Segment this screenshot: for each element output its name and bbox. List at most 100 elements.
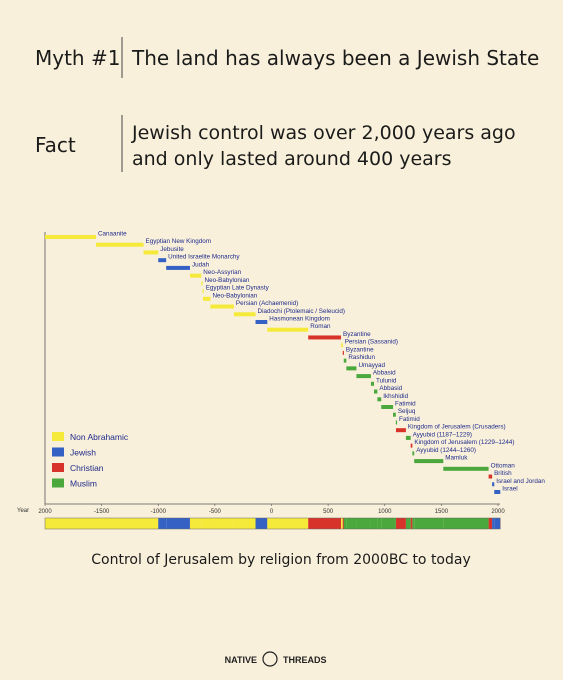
x-tick-label: -500 xyxy=(209,509,222,515)
period-label: Persian (Sassanid) xyxy=(345,339,398,346)
period-label: Roman xyxy=(310,323,331,330)
legend-label: Jewish xyxy=(70,448,96,458)
period-label: United Israelite Monarchy xyxy=(168,254,240,261)
x-tick-label: 1500 xyxy=(435,509,449,515)
period-bar xyxy=(377,397,382,402)
period-label: Jebusite xyxy=(160,246,184,253)
strip-segment xyxy=(342,518,344,529)
period-bar xyxy=(341,343,343,348)
period-label: Abbasid xyxy=(379,385,402,392)
x-axis-label: Year xyxy=(17,508,29,514)
period-bar xyxy=(414,459,444,464)
legend-swatch xyxy=(52,463,64,472)
period-bar xyxy=(405,435,411,440)
period-bar xyxy=(410,443,413,448)
fact-line: Jewish control was over 2,000 years ago xyxy=(131,122,516,144)
period-bar xyxy=(370,381,374,386)
strip-segment xyxy=(255,518,268,529)
strip-segment xyxy=(405,518,411,529)
period-bar xyxy=(233,312,256,317)
strip-border xyxy=(44,517,501,530)
period-label: Israel and Jordan xyxy=(496,478,545,485)
period-bar xyxy=(255,320,268,324)
strip-segment xyxy=(202,518,211,529)
strip-segment xyxy=(494,518,501,529)
caption: Control of Jerusalem by religion from 20… xyxy=(91,552,471,568)
period-label: Egyptian New Kingdom xyxy=(146,238,211,245)
period-bar xyxy=(308,335,342,340)
myth-label: Myth #1 xyxy=(35,46,120,70)
period-label: Ayyubid (1244–1260) xyxy=(416,447,476,454)
period-label: Hasmonean Kingdom xyxy=(269,316,330,323)
period-label: Seljuq xyxy=(398,408,416,415)
strip-segment xyxy=(210,518,234,529)
legend-label: Christian xyxy=(70,463,104,473)
strip-segment xyxy=(341,518,343,529)
period-label: Ottoman xyxy=(491,462,516,469)
strip-segment xyxy=(95,518,144,529)
period-label: Diadochi (Ptolemaic / Seleucid) xyxy=(258,308,346,315)
period-label: Ayyubid (1187–1229) xyxy=(413,431,472,438)
period-bar xyxy=(443,466,489,471)
period-label: Kingdom of Jerusalem (Crusaders) xyxy=(408,424,506,431)
period-bar xyxy=(373,389,378,394)
period-bar xyxy=(95,242,144,247)
period-bar xyxy=(356,374,371,379)
legend-label: Non Abrahamic xyxy=(70,432,129,442)
period-bar xyxy=(381,405,394,409)
period-label: Umayyad xyxy=(358,362,385,369)
x-tick-label: 0 xyxy=(270,509,274,515)
period-bar xyxy=(488,474,493,479)
period-label: Israel xyxy=(502,486,517,493)
x-tick-label: 2000 xyxy=(491,509,505,515)
period-label: Kingdom of Jerusalem (1229–1244) xyxy=(414,439,514,446)
x-tick-label: -1000 xyxy=(151,509,167,515)
strip-segment xyxy=(143,518,159,529)
x-tick-label: -1500 xyxy=(94,509,110,515)
period-bar xyxy=(45,235,96,239)
strip-segment xyxy=(370,518,374,529)
period-label: Judah xyxy=(192,261,210,268)
period-bar xyxy=(342,350,344,355)
period-label: British xyxy=(494,470,512,477)
strip-segment xyxy=(346,518,357,529)
strip-segment xyxy=(166,518,190,529)
period-label: Byzantine xyxy=(346,346,374,353)
strip-segment xyxy=(412,518,415,529)
legend-label: Muslim xyxy=(70,479,97,489)
period-bar xyxy=(412,451,415,456)
brand-left: NATIVE xyxy=(225,655,257,665)
period-bar xyxy=(210,304,234,309)
period-bar xyxy=(202,289,204,294)
period-label: Byzantine xyxy=(343,331,371,338)
period-label: Tulunid xyxy=(376,377,397,384)
strip-segment xyxy=(233,518,256,529)
period-bar xyxy=(201,281,203,286)
period-label: Neo-Assyrian xyxy=(203,269,241,276)
period-bar xyxy=(395,420,398,425)
period-bar xyxy=(343,358,347,363)
legend-swatch xyxy=(52,447,64,457)
strip-segment xyxy=(201,518,203,529)
legend-swatch xyxy=(52,432,64,441)
period-bar xyxy=(158,258,167,263)
period-label: Neo-Babylonian xyxy=(205,277,250,284)
period-bar xyxy=(393,412,396,417)
strip-segment xyxy=(393,518,396,529)
fact-label: Fact xyxy=(35,133,76,157)
legend-swatch xyxy=(52,478,64,488)
period-bar xyxy=(189,273,202,278)
period-label: Fatimid xyxy=(399,416,420,423)
period-label: Egyptian Late Dynasty xyxy=(206,285,270,292)
logo xyxy=(262,651,278,667)
strip-segment xyxy=(381,518,394,529)
period-label: Neo-Babylonian xyxy=(212,292,257,299)
strip-segment xyxy=(267,518,309,529)
strip-segment xyxy=(343,518,347,529)
period-label: Abbasid xyxy=(373,370,396,377)
period-bar xyxy=(267,327,309,332)
strip-segment xyxy=(189,518,202,529)
strip-segment xyxy=(373,518,378,529)
strip-segment xyxy=(443,518,489,529)
